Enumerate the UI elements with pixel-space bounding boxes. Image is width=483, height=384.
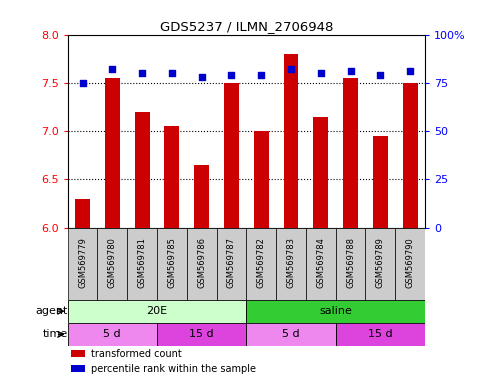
Text: GSM569781: GSM569781 [138, 237, 146, 288]
Text: saline: saline [319, 306, 352, 316]
Bar [75, 199, 90, 228]
Bar [284, 54, 298, 228]
Bar [157, 323, 246, 346]
Point [377, 72, 384, 78]
Bar [157, 228, 187, 300]
Text: 15 d: 15 d [368, 329, 393, 339]
Text: GSM569780: GSM569780 [108, 237, 117, 288]
Title: GDS5237 / ILMN_2706948: GDS5237 / ILMN_2706948 [160, 20, 333, 33]
Bar [306, 228, 336, 300]
Bar [127, 228, 157, 300]
Point [198, 74, 206, 80]
Text: time: time [43, 329, 68, 339]
Point [317, 70, 325, 76]
Text: GSM569788: GSM569788 [346, 237, 355, 288]
Text: GSM569785: GSM569785 [168, 237, 176, 288]
Bar [336, 323, 425, 346]
Bar [135, 112, 150, 228]
Point [287, 66, 295, 73]
Text: 20E: 20E [146, 306, 168, 316]
Bar [224, 83, 239, 228]
Bar [68, 323, 157, 346]
Bar [366, 228, 395, 300]
Bar [194, 165, 209, 228]
Point [227, 72, 235, 78]
Bar [343, 78, 358, 228]
Text: GSM569786: GSM569786 [197, 237, 206, 288]
Text: GSM569790: GSM569790 [406, 237, 414, 288]
Point [347, 68, 355, 74]
Text: GSM569789: GSM569789 [376, 237, 385, 288]
Text: percentile rank within the sample: percentile rank within the sample [91, 364, 256, 374]
Text: GSM569784: GSM569784 [316, 237, 325, 288]
Bar [246, 300, 425, 323]
Text: GSM569783: GSM569783 [286, 237, 296, 288]
Bar [254, 131, 269, 228]
Text: 5 d: 5 d [282, 329, 300, 339]
Bar [71, 365, 85, 372]
Bar [105, 78, 120, 228]
Bar [187, 228, 216, 300]
Bar [276, 228, 306, 300]
Bar [403, 83, 418, 228]
Text: agent: agent [35, 306, 68, 316]
Text: transformed count: transformed count [91, 349, 182, 359]
Text: 15 d: 15 d [189, 329, 214, 339]
Bar [336, 228, 366, 300]
Point [168, 70, 176, 76]
Point [406, 68, 414, 74]
Text: GSM569782: GSM569782 [257, 237, 266, 288]
Bar [98, 228, 127, 300]
Text: 5 d: 5 d [103, 329, 121, 339]
Point [108, 66, 116, 73]
Bar [395, 228, 425, 300]
Point [79, 80, 86, 86]
Point [138, 70, 146, 76]
Bar [68, 228, 98, 300]
Bar [68, 300, 246, 323]
Point [257, 72, 265, 78]
Bar [246, 228, 276, 300]
Text: GSM569779: GSM569779 [78, 237, 87, 288]
Bar [373, 136, 388, 228]
Bar [216, 228, 246, 300]
Text: GSM569787: GSM569787 [227, 237, 236, 288]
Bar [164, 126, 179, 228]
Bar [71, 350, 85, 357]
Bar [313, 117, 328, 228]
Bar [246, 323, 336, 346]
